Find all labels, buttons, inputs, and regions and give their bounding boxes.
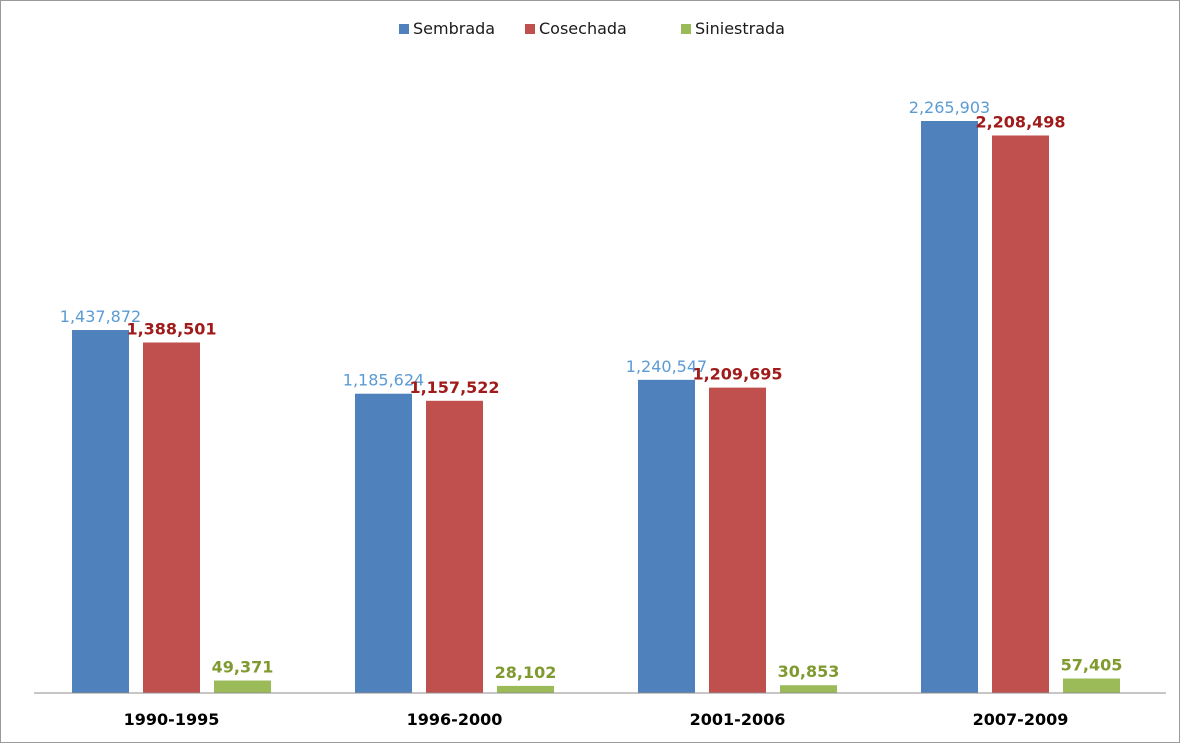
category-label: 2001-2006 bbox=[690, 710, 786, 729]
bar-siniestrada-2001-2006 bbox=[780, 685, 837, 693]
data-label-siniestrada-2007-2009: 57,405 bbox=[1061, 656, 1123, 675]
data-label-siniestrada-1996-2000: 28,102 bbox=[495, 663, 557, 682]
bar-cosechada-1990-1995 bbox=[143, 342, 200, 693]
legend-label-siniestrada: Siniestrada bbox=[695, 19, 785, 38]
data-label-sembrada-2001-2006: 1,240,547 bbox=[626, 357, 707, 376]
legend-label-sembrada: Sembrada bbox=[413, 19, 495, 38]
bar-siniestrada-1990-1995 bbox=[214, 680, 271, 693]
bar-sembrada-2001-2006 bbox=[638, 379, 695, 693]
data-label-sembrada-1990-1995: 1,437,872 bbox=[60, 307, 141, 326]
bars-group bbox=[72, 121, 1120, 693]
bar-sembrada-1996-2000 bbox=[355, 393, 412, 693]
category-label: 2007-2009 bbox=[973, 710, 1069, 729]
bar-sembrada-2007-2009 bbox=[921, 121, 978, 693]
category-label: 1990-1995 bbox=[124, 710, 220, 729]
data-label-siniestrada-2001-2006: 30,853 bbox=[778, 662, 840, 681]
legend-swatch-sembrada bbox=[399, 24, 409, 34]
legend-swatch-siniestrada bbox=[681, 24, 691, 34]
bar-cosechada-2007-2009 bbox=[992, 135, 1049, 693]
bar-siniestrada-2007-2009 bbox=[1063, 678, 1120, 693]
data-label-siniestrada-1990-1995: 49,371 bbox=[212, 658, 274, 677]
legend-swatch-cosechada bbox=[525, 24, 535, 34]
legend-label-cosechada: Cosechada bbox=[539, 19, 627, 38]
category-labels-group: 1990-1995 1996-2000 2001-2006 2007-2009 bbox=[124, 710, 1069, 729]
data-label-cosechada-2001-2006: 1,209,695 bbox=[692, 365, 782, 384]
bar-siniestrada-1996-2000 bbox=[497, 685, 554, 693]
bar-cosechada-2001-2006 bbox=[709, 387, 766, 693]
category-label: 1996-2000 bbox=[407, 710, 503, 729]
data-label-sembrada-2007-2009: 2,265,903 bbox=[909, 98, 990, 117]
data-label-cosechada-1990-1995: 1,388,501 bbox=[126, 319, 216, 338]
legend: Sembrada Cosechada Siniestrada bbox=[399, 19, 785, 38]
data-label-cosechada-1996-2000: 1,157,522 bbox=[409, 378, 499, 397]
data-label-sembrada-1996-2000: 1,185,624 bbox=[343, 371, 424, 390]
bar-sembrada-1990-1995 bbox=[72, 330, 129, 693]
bar-cosechada-1996-2000 bbox=[426, 400, 483, 693]
data-label-cosechada-2007-2009: 2,208,498 bbox=[975, 112, 1065, 131]
